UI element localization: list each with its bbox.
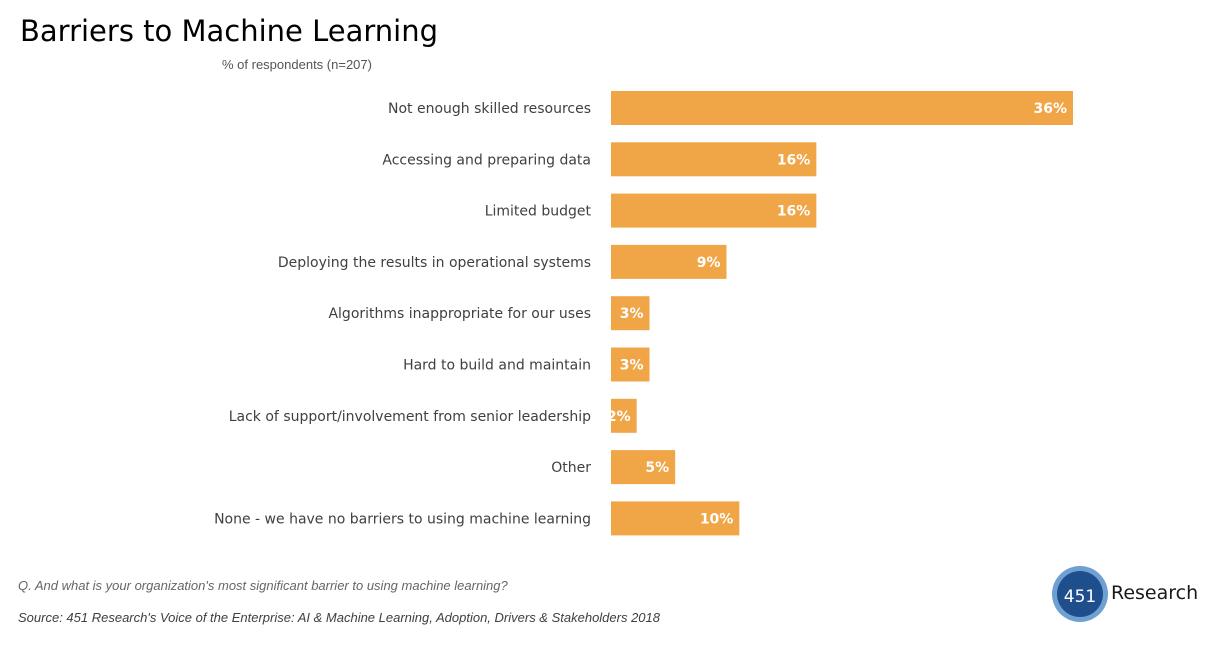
category-label: Algorithms inappropriate for our uses <box>328 306 591 322</box>
category-label: Accessing and preparing data <box>382 152 591 168</box>
source-note: Source: 451 Research's Voice of the Ente… <box>18 610 661 625</box>
bar <box>611 244 727 279</box>
value-label: 16% <box>777 204 811 220</box>
chart-title: Barriers to Machine Learning <box>20 14 438 48</box>
value-label: 3% <box>620 358 644 374</box>
value-label: 3% <box>620 306 644 322</box>
chart-subtitle: % of respondents (n=207) <box>222 57 372 72</box>
category-label: Other <box>551 460 591 476</box>
category-label: Lack of support/involvement from senior … <box>229 409 591 425</box>
logo-wordmark: Research <box>1111 582 1199 604</box>
category-label: Limited budget <box>485 204 592 220</box>
value-label: 36% <box>1033 101 1067 117</box>
value-label: 10% <box>700 511 734 527</box>
category-label: Deploying the results in operational sys… <box>278 255 591 271</box>
value-label: 9% <box>697 255 721 271</box>
brand-logo: 451 Research <box>1052 566 1212 622</box>
bar <box>611 142 817 177</box>
value-label: 2% <box>607 409 631 425</box>
category-label: Hard to build and maintain <box>403 358 591 374</box>
survey-question: Q. And what is your organization's most … <box>18 578 508 593</box>
category-label: Not enough skilled resources <box>388 101 591 117</box>
logo-number: 451 <box>1063 587 1097 607</box>
bar <box>611 398 637 433</box>
bar <box>611 91 1073 125</box>
bar <box>611 347 650 382</box>
logo-circle-icon: 451 <box>1052 566 1108 622</box>
bar <box>611 193 817 228</box>
value-label: 5% <box>645 460 669 476</box>
bar <box>611 501 740 536</box>
bar-chart: Not enough skilled resources 36% Accessing… <box>214 91 1073 536</box>
category-label: None - we have no barriers to using mach… <box>214 511 591 527</box>
value-label: 16% <box>777 152 811 168</box>
bar <box>611 296 650 331</box>
bar <box>611 450 676 485</box>
